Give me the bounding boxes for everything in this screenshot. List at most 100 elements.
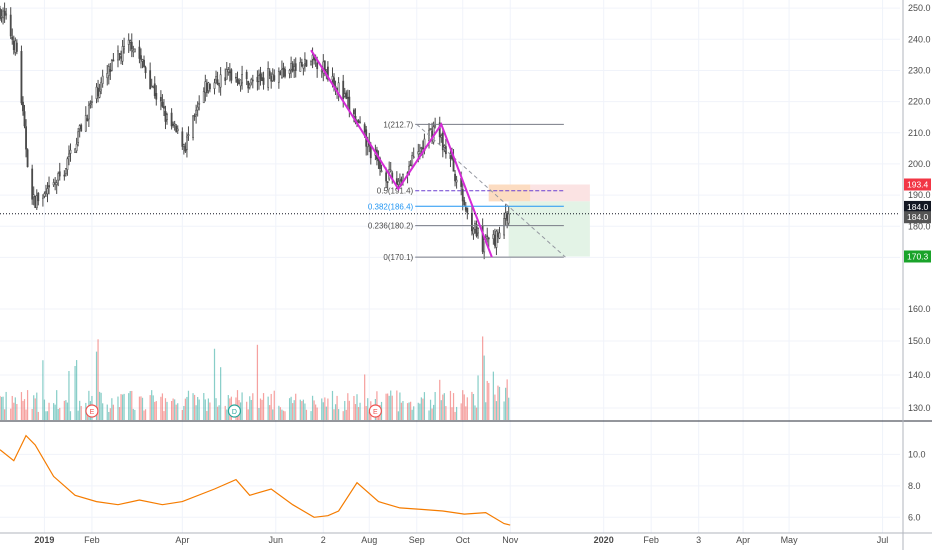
grid-lines [0, 0, 900, 533]
candle-body [331, 76, 334, 81]
candle-body [493, 234, 496, 246]
candle-body [230, 69, 233, 81]
candle-body [3, 10, 6, 16]
volume-bar [365, 406, 367, 420]
candle-body [421, 147, 424, 150]
candle-body [0, 8, 1, 20]
oscillator-path [0, 434, 511, 526]
candle-body [271, 73, 274, 82]
volume-bar [98, 391, 101, 420]
candle-body [69, 149, 72, 154]
volume-bar [508, 397, 510, 420]
volume-bar [344, 400, 346, 420]
event-marker-e[interactable] [368, 404, 382, 418]
volume-bar [2, 396, 4, 420]
candle-body [159, 96, 162, 102]
volume-bar [77, 410, 79, 420]
volume-bar [460, 403, 462, 420]
volume-bar [293, 400, 295, 420]
volume-bar [462, 390, 464, 420]
zigzag-drawing[interactable] [310, 49, 493, 258]
volume-bar [121, 394, 124, 420]
candle-body [398, 180, 401, 183]
volume-bar [95, 351, 98, 420]
price-tag-label: 170.3 [907, 251, 929, 261]
event-marker-label: D [232, 409, 237, 416]
candle-body [291, 63, 294, 72]
event-marker-d[interactable] [227, 404, 242, 418]
volume-bar [440, 400, 442, 420]
oscillator-tick-label: 6.0 [908, 512, 921, 522]
volume-bar [65, 400, 67, 420]
candle-body [112, 59, 115, 62]
candle-body [164, 110, 167, 122]
candle-body [389, 169, 392, 172]
fib-level-label: 0.382(186.4) [368, 202, 414, 211]
fib-level-label: 1(212.7) [383, 120, 413, 129]
candle-body [2, 10, 4, 19]
candle-body [41, 194, 44, 199]
candle-body [455, 179, 458, 183]
candle-body [84, 115, 87, 132]
price-tag-label: 193.4 [907, 179, 929, 189]
fib-level-label: 0.236(180.2) [368, 222, 414, 231]
candle-body [429, 128, 432, 130]
candle-body [55, 182, 58, 186]
time-tick-label: 2020 [594, 535, 614, 545]
volume-bar [14, 397, 16, 420]
candle-body [495, 230, 498, 248]
candle-body [273, 75, 276, 81]
volume-bar [482, 336, 484, 420]
volume-bar [429, 399, 432, 420]
take-profit-zone[interactable] [508, 201, 590, 257]
candle-body [441, 132, 444, 151]
volume-bar [451, 407, 453, 420]
price-tag[interactable] [904, 250, 931, 263]
volume-bar [117, 396, 119, 420]
zigzag-line[interactable] [310, 49, 493, 258]
price-tick-label: 190.0 [908, 190, 931, 200]
volume-bar [204, 399, 206, 420]
candle-body [48, 185, 50, 188]
volume-panel-tick-label: 140.0 [908, 370, 931, 380]
candle-body [281, 69, 283, 79]
volume-bar [368, 411, 370, 420]
volume-bar [26, 390, 29, 420]
candle-body [140, 55, 142, 60]
candle-body [186, 136, 188, 150]
time-tick-label: Aug [361, 535, 377, 545]
price-tag[interactable] [904, 211, 931, 224]
volume-bar [472, 393, 475, 420]
candle-body [138, 46, 141, 59]
oscillator-tick-label: 8.0 [908, 481, 921, 491]
candle-body [46, 188, 49, 195]
candle-body [311, 54, 314, 60]
entry-zone[interactable] [488, 184, 531, 202]
volume-bar [109, 408, 111, 420]
volume-bar [112, 404, 114, 420]
price-tag[interactable] [904, 200, 931, 213]
volume-bar [364, 374, 366, 420]
volume-bar [420, 397, 422, 420]
volume-bar [295, 393, 297, 420]
volume-bar [325, 406, 327, 420]
candle-body [130, 41, 133, 50]
volume-bar [419, 403, 421, 420]
candle-body [409, 164, 412, 167]
long-short-position-tool[interactable] [488, 184, 590, 257]
volume-bar [249, 396, 251, 420]
price-tag[interactable] [904, 178, 931, 191]
volume-bar [475, 407, 478, 420]
candle-body [23, 111, 26, 127]
volume-bar [492, 371, 494, 420]
time-tick-label: Apr [736, 535, 750, 545]
volume-bar [273, 390, 275, 420]
event-marker-e[interactable] [85, 404, 99, 418]
fib-retracement-tool[interactable]: 1(212.7) 0.5(191.4) 0.382(186.4) 0.236(180.… [368, 120, 566, 262]
candle-body [75, 143, 78, 152]
fib-trend-line[interactable] [416, 123, 566, 258]
